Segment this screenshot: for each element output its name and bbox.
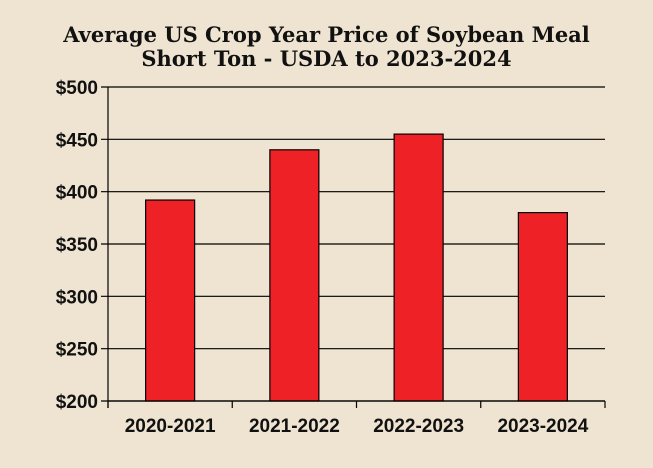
y-tick-label: $350: [56, 235, 98, 256]
chart-subtitle: Short Ton - USDA to 2023-2024: [141, 46, 512, 71]
chart-title: Average US Crop Year Price of Soybean Me…: [63, 22, 590, 47]
bar: [393, 133, 444, 402]
x-tick-label: 2023-2024: [497, 416, 588, 437]
y-tick-label: $400: [56, 183, 98, 204]
x-tick-label: 2021-2022: [249, 416, 340, 437]
x-tick-label: 2022-2023: [373, 416, 464, 437]
y-tick-label: $450: [56, 130, 98, 151]
y-tick-label: $200: [56, 392, 98, 413]
bar: [269, 149, 320, 402]
bar: [517, 212, 568, 402]
y-tick-label: $500: [56, 78, 98, 99]
x-tick-label: 2020-2021: [125, 416, 216, 437]
y-tick-label: $300: [56, 287, 98, 308]
y-tick-label: $250: [56, 340, 98, 361]
bar: [145, 199, 196, 402]
